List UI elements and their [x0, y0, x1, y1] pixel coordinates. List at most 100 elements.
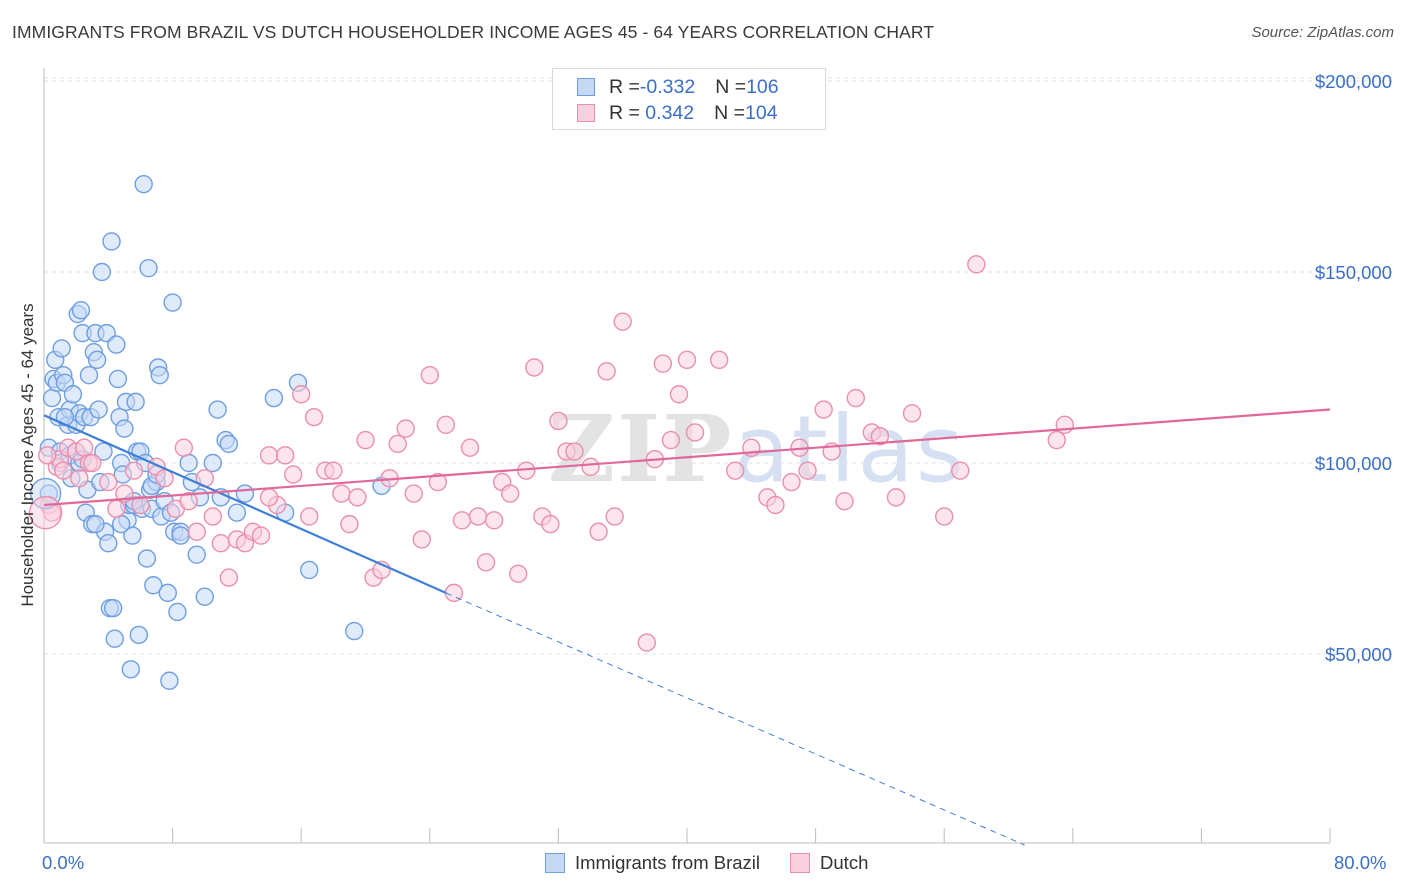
point-dutch [846, 388, 865, 408]
point-dutch [332, 484, 351, 503]
legend-r-value: 0.342 [639, 101, 695, 124]
point-dutch [782, 472, 801, 492]
point-brazil [103, 598, 123, 618]
legend-row-dutch: R = 0.342 N = 104 [577, 100, 778, 126]
point-dutch [340, 514, 359, 534]
point-dutch [653, 354, 673, 373]
y-tick-label: $200,000 [1315, 71, 1392, 92]
point-brazil [158, 583, 177, 603]
point-dutch [174, 438, 194, 457]
y-tick-label: $100,000 [1315, 453, 1392, 474]
point-dutch [476, 553, 496, 572]
point-brazil [160, 671, 179, 690]
legend-r-label: R = [609, 75, 640, 98]
point-dutch [814, 400, 833, 419]
point-brazil [171, 526, 190, 545]
point-dutch [155, 469, 174, 488]
point-dutch [348, 488, 367, 507]
point-dutch [589, 522, 608, 541]
point-dutch [581, 457, 600, 477]
point-dutch [304, 407, 324, 427]
y-tick-label: $50,000 [1325, 644, 1392, 665]
point-brazil [150, 365, 169, 385]
chart-title: IMMIGRANTS FROM BRAZIL VS DUTCH HOUSEHOL… [12, 22, 935, 42]
point-dutch [300, 507, 319, 526]
point-brazil [195, 587, 214, 606]
point-dutch [428, 472, 448, 492]
series-swatch-dutch [790, 853, 811, 873]
point-dutch [835, 492, 854, 511]
point-dutch [460, 438, 480, 457]
x-tick-label-left: 0.0% [42, 852, 85, 873]
point-dutch [452, 511, 472, 530]
trend-line-brazil-extension [445, 592, 1025, 846]
point-dutch [597, 362, 616, 381]
point-brazil [86, 514, 105, 534]
point-brazil [42, 388, 62, 408]
trend-line-brazil [43, 414, 447, 594]
chart-source: Source: ZipAtlas.com [1251, 24, 1394, 41]
point-dutch [509, 564, 528, 583]
legend-n-value: 104 [745, 101, 778, 124]
point-dutch [420, 365, 439, 385]
point-brazil [123, 526, 142, 545]
watermark-atlas: atlas [733, 396, 966, 503]
point-dutch [709, 350, 729, 370]
point-brazil [144, 576, 163, 595]
point-dutch [54, 461, 73, 480]
y-tick-labels: $50,000 $100,000 $150,000 $200,000 [1315, 71, 1392, 665]
point-dutch [902, 404, 922, 423]
point-brazil [139, 258, 158, 278]
series-legend-brazil: Immigrants from Brazil [545, 852, 760, 874]
point-dutch [324, 461, 343, 480]
point-dutch [211, 534, 231, 553]
point-brazil [203, 453, 222, 473]
point-brazil [108, 369, 128, 389]
legend-r-label: R = [609, 101, 640, 124]
point-brazil [94, 442, 113, 461]
series-legend-dutch: Dutch [790, 852, 868, 874]
point-brazil [163, 293, 182, 312]
point-dutch [412, 530, 431, 549]
correlation-legend: R = -0.332 N = 106 R = 0.342 N = 104 [552, 68, 826, 130]
point-dutch [661, 430, 681, 450]
point-dutch [179, 492, 198, 511]
point-brazil [208, 400, 227, 419]
point-dutch [83, 453, 102, 473]
point-dutch [259, 488, 279, 507]
point-brazil [134, 174, 153, 194]
series-label-dutch: Dutch [820, 852, 869, 873]
point-brazil [71, 301, 91, 320]
point-dutch [124, 461, 144, 480]
point-brazil [137, 549, 157, 568]
point-dutch [951, 461, 970, 480]
point-dutch [677, 350, 697, 370]
point-dutch [637, 633, 657, 652]
point-dutch [203, 507, 222, 526]
point-brazil [126, 392, 145, 412]
y-axis-label: Householder Income Ages 45 - 64 years [18, 303, 37, 607]
point-brazil [300, 560, 319, 580]
point-dutch [484, 511, 504, 530]
point-dutch [187, 522, 206, 541]
y-tick-label: $150,000 [1315, 262, 1392, 283]
point-dutch [500, 484, 520, 503]
point-dutch [967, 255, 986, 274]
point-dutch [74, 438, 94, 457]
point-brazil [89, 400, 108, 419]
point-dutch [541, 514, 560, 534]
point-brazil [111, 514, 131, 534]
point-brazil [235, 484, 255, 503]
point-brazil [87, 350, 107, 370]
point-dutch [388, 434, 407, 454]
point-dutch [107, 499, 126, 519]
point-dutch [283, 465, 303, 484]
watermark: ZIPatlas [548, 395, 966, 503]
legend-n-label: N = [715, 75, 747, 98]
point-brazil [219, 434, 239, 454]
point-dutch [259, 446, 279, 465]
point-brazil [99, 534, 118, 553]
point-brazil [168, 602, 187, 622]
trend-layer [43, 408, 1331, 846]
point-brazil [187, 545, 206, 564]
